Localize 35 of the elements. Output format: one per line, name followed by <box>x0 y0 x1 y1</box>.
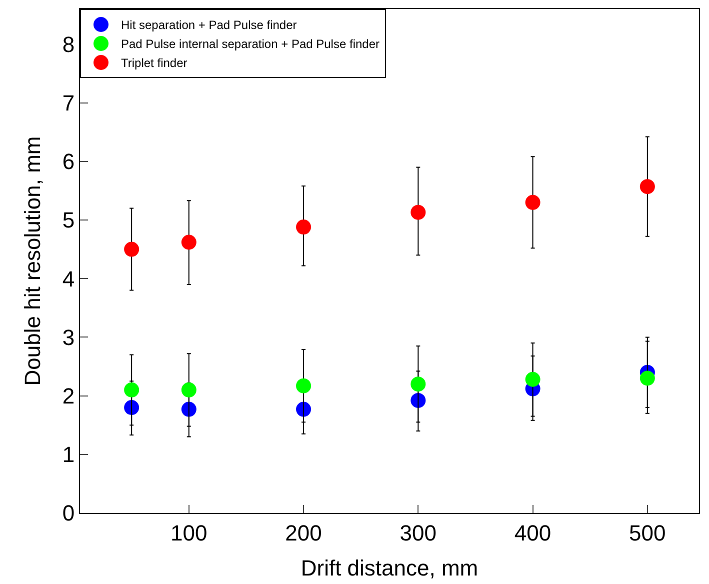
point <box>296 378 312 394</box>
y-tick-label: 6 <box>62 149 75 174</box>
x-tick-label: 300 <box>400 520 437 546</box>
y-tick-label: 3 <box>62 324 75 350</box>
point <box>181 402 196 417</box>
point <box>410 204 426 220</box>
x-tick-label: 400 <box>514 520 552 546</box>
point <box>124 242 140 257</box>
point <box>181 382 196 398</box>
y-tick-label: 2 <box>62 383 75 408</box>
point <box>525 372 540 387</box>
y-axis-title: Double hit resolution, mm <box>20 136 46 386</box>
legend-label: Hit separation + Pad Pulse finder <box>121 18 297 32</box>
legend-label: Triplet finder <box>121 56 188 70</box>
point <box>525 194 540 210</box>
point <box>410 376 426 392</box>
point <box>181 234 196 250</box>
y-tick-label: 1 <box>62 442 75 468</box>
x-axis-title: Drift distance, mm <box>300 555 478 580</box>
point <box>640 370 655 386</box>
point <box>124 400 140 416</box>
y-tick-label: 8 <box>62 32 75 57</box>
y-tick-label: 0 <box>62 500 75 526</box>
x-tick-label: 100 <box>170 520 208 546</box>
point <box>296 220 312 235</box>
y-tick-label: 5 <box>62 208 75 233</box>
x-tick-label: 200 <box>285 520 322 546</box>
y-tick-label: 7 <box>62 90 75 116</box>
point <box>124 382 140 398</box>
point <box>296 402 312 417</box>
legend-label: Pad Pulse internal separation + Pad Pulse finder <box>121 37 380 52</box>
y-tick-label: 4 <box>62 266 75 292</box>
x-tick-label: 500 <box>629 520 666 546</box>
point <box>640 179 655 194</box>
point <box>410 392 426 408</box>
